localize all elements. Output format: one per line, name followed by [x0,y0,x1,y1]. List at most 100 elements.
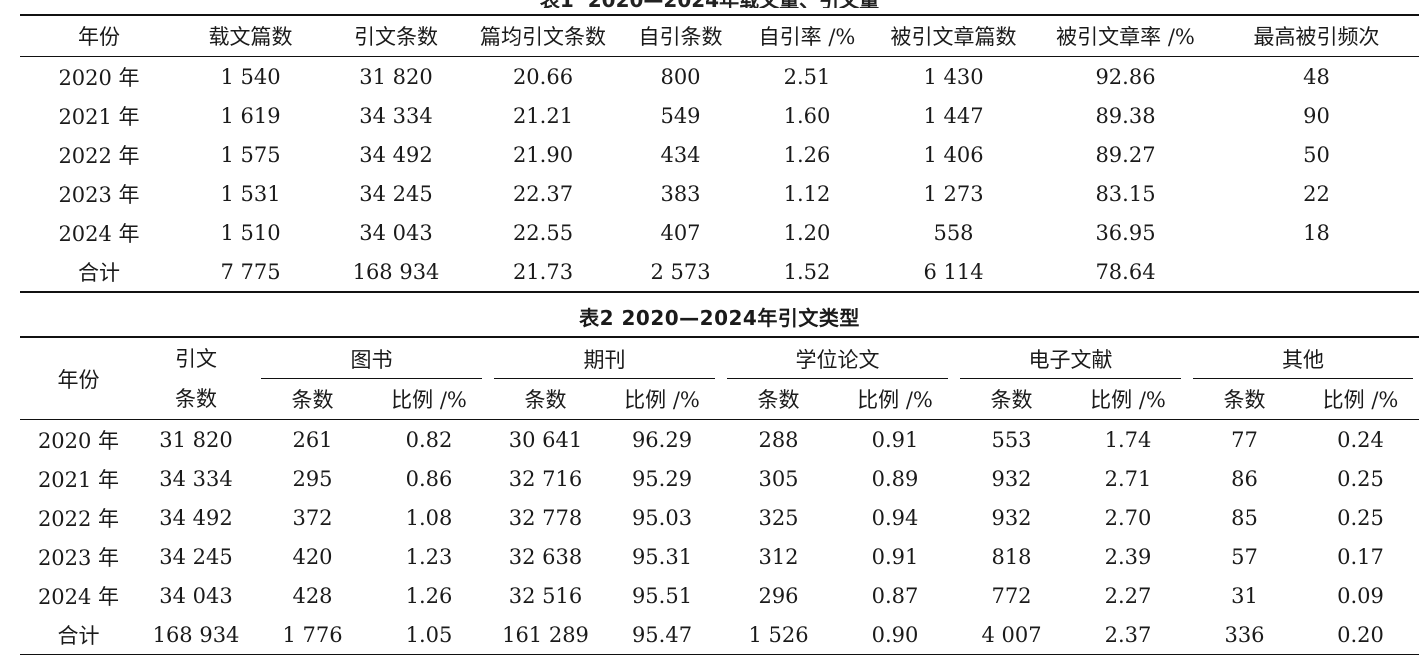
t2-sub-count: 条数 [954,379,1069,420]
table1: 年份 载文篇数 引文条数 篇均引文条数 自引条数 自引率 /% 被引文章篇数 被… [20,14,1419,293]
table-cell: 21.90 [512,142,574,167]
table-cell: 932 [991,466,1032,491]
table-cell: 1 619 [220,103,281,128]
table-cell: 34 245 [159,544,233,569]
table-cell: 0.90 [836,615,954,655]
table-cell: 0.87 [871,583,919,608]
table-cell: 1 447 [923,103,984,128]
t2-group-journals: 期刊 [488,336,721,379]
table-cell: 1.52 [744,252,870,293]
table-cell: 32 778 [508,505,583,530]
table-cell: 1.12 [783,181,831,206]
table-cell: 95.03 [631,505,693,530]
t1-header-articles: 载文篇数 [178,14,323,57]
table-cell: 288 [758,427,799,452]
table-cell: 1 406 [923,142,984,167]
table-cell: 30 641 [508,427,583,452]
table-cell: 2024 年 [37,584,120,609]
table-cell: 1 531 [220,181,281,206]
table-cell: 295 [292,466,333,491]
table-cell: 0.09 [1337,583,1384,608]
t1-header-self-citations: 自引条数 [617,14,744,57]
table-cell: 20.66 [512,64,574,89]
table-row: 2020 年 1 540 31 820 20.66 800 2.51 1 430 92.86 4… [20,57,1419,97]
table-cell: 1 510 [220,220,281,245]
table-cell: 2.37 [1069,615,1187,655]
table-cell: 95.47 [603,615,721,655]
t2-sub-ratio: 比例 /% [603,379,721,420]
table-cell: 95.29 [631,466,693,491]
t2-header-citations-line2: 条数 [175,386,217,411]
table-cell: 1.26 [405,583,453,608]
t2-header-citations: 引文 条数 [137,336,255,420]
t2-group-books: 图书 [255,336,488,379]
table-cell: 372 [292,505,333,530]
table-cell: 800 [660,64,701,89]
table-cell: 0.20 [1302,615,1419,655]
t1-header-cited-rate: 被引文章率 /% [1037,14,1214,57]
t1-header-max-cited: 最高被引频次 [1214,14,1419,57]
table-cell: 558 [933,220,974,245]
table-cell: 31 820 [359,64,433,89]
table-cell: 2022 年 [58,143,140,168]
table-cell: 32 516 [508,583,583,608]
table-cell: 2024 年 [58,221,140,246]
table-cell: 31 820 [159,427,233,452]
table-cell: 34 043 [159,583,233,608]
t2-sub-ratio: 比例 /% [1302,379,1419,420]
table-cell: 0.86 [405,466,453,491]
table-cell: 77 [1231,427,1258,452]
table-cell: 2.39 [1104,544,1152,569]
table-cell: 2023 年 [58,182,140,207]
table-cell: 1.60 [783,103,831,128]
table-cell: 1 430 [923,64,984,89]
table-cell: 22.37 [512,181,574,206]
table-cell: 21.21 [512,103,574,128]
table-cell: 0.94 [871,505,919,530]
table-cell: 2022 年 [37,506,120,531]
table-cell: 2021 年 [58,104,140,129]
table-row: 合计 7 775 168 934 21.73 2 573 1.52 6 114 78.64 [20,252,1419,293]
t2-group-theses: 学位论文 [721,336,954,379]
table-cell: 261 [292,427,333,452]
table-cell: 772 [991,583,1032,608]
table-cell: 合计 [20,615,137,655]
table-cell: 407 [660,220,701,245]
table-cell: 18 [1303,220,1330,245]
table2-header-row-1: 年份 引文 条数 图书 期刊 学位论文 电子文献 其他 [20,336,1419,420]
table-cell: 553 [991,427,1032,452]
table-cell: 22 [1303,181,1330,206]
table-cell: 0.82 [405,427,453,452]
table-cell: 1.20 [783,220,831,245]
t1-header-cited-articles: 被引文章篇数 [870,14,1037,57]
table-cell: 1.74 [1104,427,1152,452]
table-cell: 1.23 [405,544,453,569]
table-cell: 818 [991,544,1032,569]
t2-group-other: 其他 [1187,336,1419,379]
table-cell: 57 [1231,544,1258,569]
t2-sub-count: 条数 [255,379,370,420]
table-cell: 0.89 [871,466,919,491]
t1-header-self-citation-rate: 自引率 /% [744,14,870,57]
table-cell: 336 [1187,615,1302,655]
table-cell: 2.51 [783,64,831,89]
table1-header-row: 年份 载文篇数 引文条数 篇均引文条数 自引条数 自引率 /% 被引文章篇数 被… [20,14,1419,57]
t1-header-year: 年份 [20,14,178,57]
table-cell: 48 [1303,64,1330,89]
table-row: 2021 年 34 334 295 0.86 32 716 95.29 305 0.89 932… [20,459,1419,498]
t2-sub-count: 条数 [488,379,603,420]
table-cell: 1 273 [923,181,984,206]
table-cell: 31 [1231,583,1258,608]
table-cell: 92.86 [1095,64,1156,89]
table-cell: 161 289 [488,615,603,655]
table-row: 2023 年 34 245 420 1.23 32 638 95.31 312 0.91 818… [20,537,1419,576]
table-cell: 0.91 [871,544,919,569]
t2-header-citations-line1: 引文 [175,346,217,371]
table-cell: 0.24 [1337,427,1384,452]
table-cell: 0.91 [871,427,919,452]
table-cell: 78.64 [1037,252,1214,293]
table-cell: 296 [758,583,799,608]
table-row: 2022 年 1 575 34 492 21.90 434 1.26 1 406 89.27 5… [20,135,1419,174]
table-cell: 2.71 [1104,466,1152,491]
table-cell: 420 [292,544,333,569]
